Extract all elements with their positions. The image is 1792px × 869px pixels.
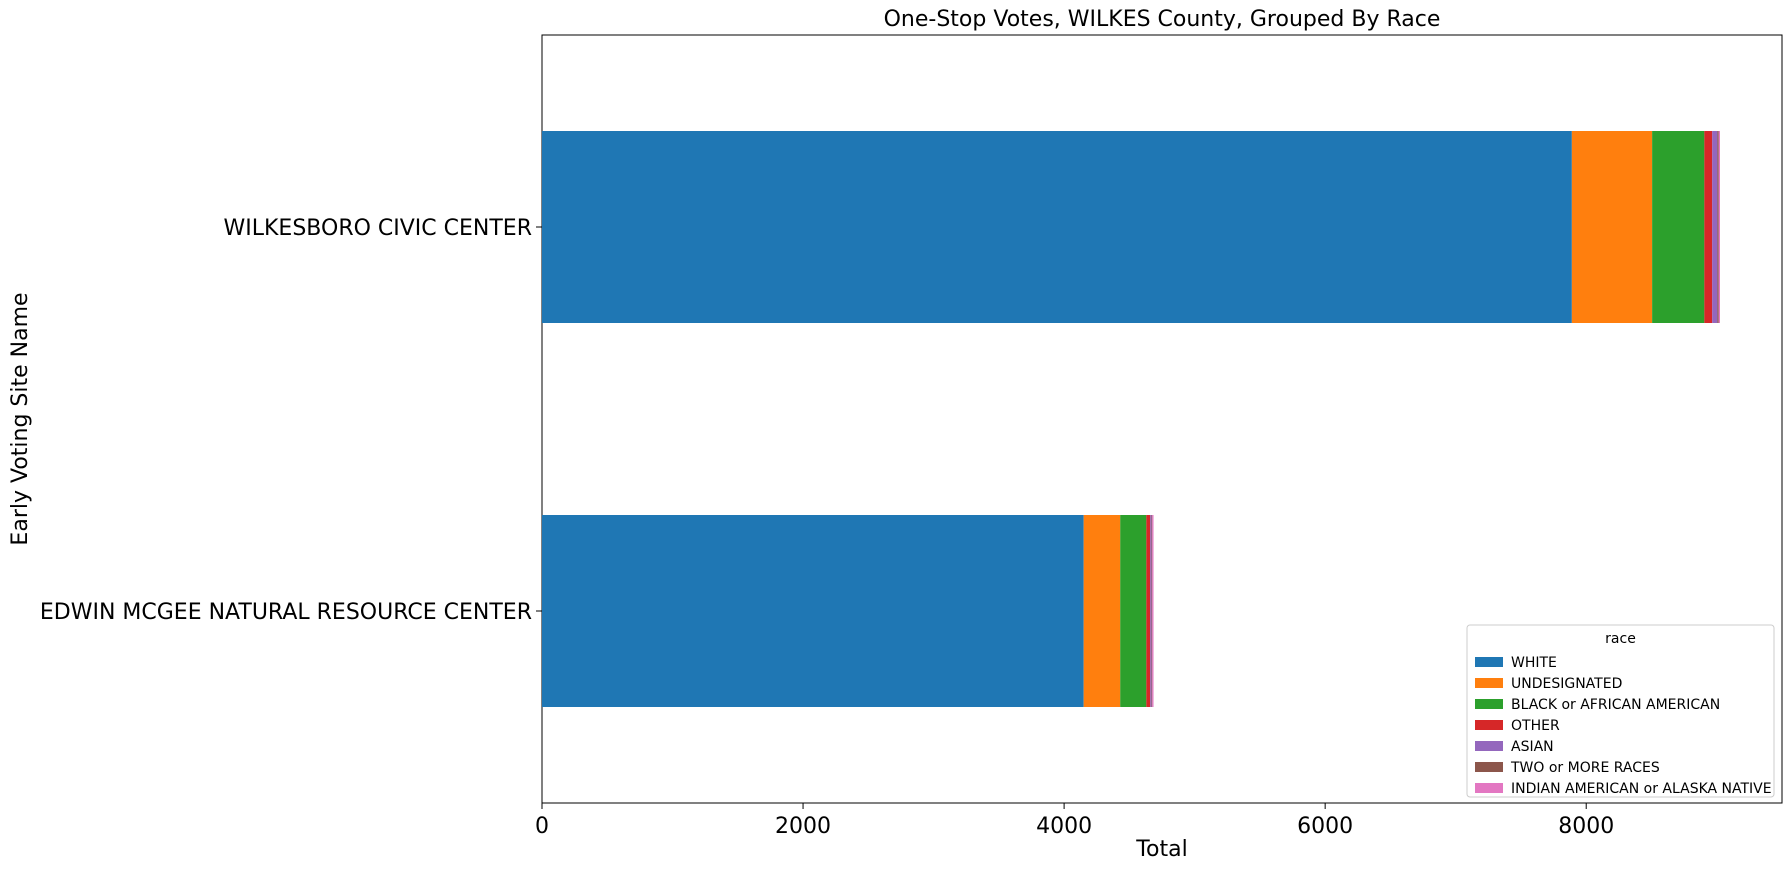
- x-tick-label: 0: [535, 814, 549, 839]
- legend-label-two-or-more-races: TWO or MORE RACES: [1510, 760, 1660, 776]
- x-tick-label: 6000: [1297, 814, 1353, 839]
- y-tick-label-edwin-mcgee-natural-resource-center: EDWIN MCGEE NATURAL RESOURCE CENTER: [40, 600, 532, 625]
- bar-wilkesboro-civic-center-white: [542, 131, 1572, 323]
- legend-label-asian: ASIAN: [1511, 739, 1554, 755]
- bar-edwin-mcgee-natural-resource-center-white: [542, 515, 1084, 707]
- legend-label-white: WHITE: [1511, 655, 1557, 671]
- legend-swatch-two-or-more-races: [1475, 762, 1503, 772]
- bar-wilkesboro-civic-center-other: [1704, 131, 1713, 323]
- legend-swatch-undesignated: [1475, 678, 1503, 688]
- x-tick-label: 2000: [775, 814, 831, 839]
- y-tick-label-wilkesboro-civic-center: WILKESBORO CIVIC CENTER: [224, 216, 533, 241]
- legend-swatch-indian-american-or-alaska-native: [1475, 783, 1503, 793]
- legend-label-black-or-african-american: BLACK or AFRICAN AMERICAN: [1511, 697, 1720, 713]
- bar-wilkesboro-civic-center-two-or-more-races: [1717, 131, 1719, 323]
- bar-edwin-mcgee-natural-resource-center-undesignated: [1083, 515, 1121, 707]
- legend-swatch-white: [1475, 657, 1503, 667]
- legend-swatch-black-or-african-american: [1475, 699, 1503, 709]
- x-tick-label: 4000: [1036, 814, 1092, 839]
- x-axis-ticks: 0 2000 4000 6000 8000: [535, 803, 1614, 839]
- bar-edwin-mcgee-natural-resource-center-other: [1146, 515, 1151, 707]
- legend-items: WHITE UNDESIGNATED BLACK or AFRICAN AMERIC…: [1475, 655, 1772, 797]
- legend: race WHITE UNDESIGNATED BLACK or AFRICAN A…: [1466, 624, 1775, 798]
- legend-label-indian-american-or-alaska-native: INDIAN AMERICAN or ALASKA NATIVE: [1511, 781, 1772, 797]
- bar-edwin-mcgee-natural-resource-center-asian: [1150, 515, 1152, 707]
- x-tick-label: 8000: [1558, 814, 1614, 839]
- y-axis-label: Early Voting Site Name: [8, 292, 33, 545]
- bar-wilkesboro-civic-center-undesignated: [1571, 131, 1653, 323]
- bar-edwin-mcgee-natural-resource-center-two-or-more-races: [1151, 515, 1153, 707]
- legend-label-undesignated: UNDESIGNATED: [1511, 676, 1622, 692]
- y-axis-ticks: WILKESBORO CIVIC CENTER EDWIN MCGEE NATUR…: [40, 216, 542, 625]
- plot-frame: [541, 34, 1783, 804]
- legend-title: race: [1605, 631, 1636, 647]
- bar-wilkesboro-civic-center-black-or-african-american: [1652, 131, 1705, 323]
- chart-title: One-Stop Votes, WILKES County, Grouped B…: [884, 7, 1441, 32]
- plot-area: 0 2000 4000 6000 8000 WILKESBORO CIVIC CENTE…: [40, 34, 1783, 839]
- bar-edwin-mcgee-natural-resource-center-black-or-african-american: [1120, 515, 1147, 707]
- bar-edwin-mcgee-natural-resource-center-indian-american-or-alaska-native: [1152, 515, 1154, 707]
- x-axis-label: Total: [1135, 837, 1187, 862]
- bar-wilkesboro-civic-center-asian: [1712, 131, 1718, 323]
- legend-label-other: OTHER: [1511, 718, 1560, 734]
- bars-group: [542, 131, 1720, 707]
- legend-swatch-other: [1475, 720, 1503, 730]
- bar-wilkesboro-civic-center-indian-american-or-alaska-native: [1718, 131, 1720, 323]
- legend-box: [1466, 624, 1775, 798]
- legend-swatch-asian: [1475, 741, 1503, 751]
